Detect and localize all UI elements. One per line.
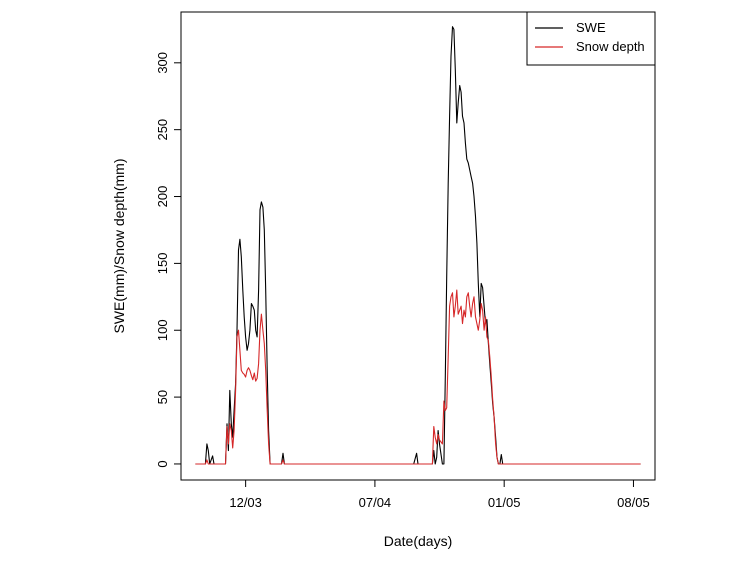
- x-axis-title: Date(days): [384, 533, 452, 549]
- x-tick-label-0: 12/03: [229, 495, 262, 510]
- x-tick-label-1: 07/04: [359, 495, 392, 510]
- y-tick-label-200: 200: [155, 186, 170, 208]
- y-tick-label-250: 250: [155, 119, 170, 141]
- legend-box: [526, 11, 656, 66]
- x-tick-label-3: 08/05: [617, 495, 650, 510]
- y-tick-label-50: 50: [155, 390, 170, 404]
- series-line-snow-depth: [195, 289, 641, 465]
- y-tick-label-300: 300: [155, 52, 170, 74]
- series-line-swe: [195, 26, 641, 465]
- legend-label-swe: SWE: [576, 20, 606, 35]
- y-tick-label-0: 0: [155, 460, 170, 467]
- y-tick-label-150: 150: [155, 253, 170, 275]
- legend: SWE Snow depth: [526, 11, 656, 66]
- y-axis: 0 50 100 150 200 250 300: [155, 52, 181, 468]
- x-axis: 12/03 07/04 01/05 08/05: [229, 480, 650, 510]
- x-tick-label-2: 01/05: [488, 495, 521, 510]
- series-layer: [195, 26, 641, 465]
- y-axis-title: SWE(mm)/Snow depth(mm): [111, 158, 127, 333]
- plot-frame: [180, 11, 656, 481]
- y-tick-label-100: 100: [155, 319, 170, 341]
- legend-label-snow-depth: Snow depth: [576, 39, 645, 54]
